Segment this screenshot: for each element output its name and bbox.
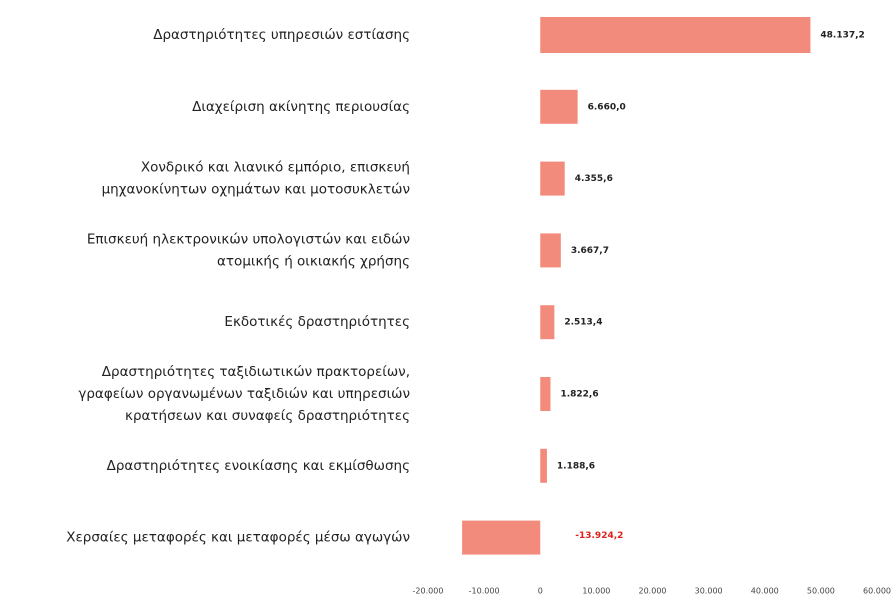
x-tick-label: 50.000 [807, 587, 835, 596]
category-line: Επισκευή ηλεκτρονικών υπολογιστών και ει… [87, 231, 410, 247]
value-label: 1.822,6 [560, 390, 598, 400]
category-label: Δραστηριότητες ταξιδιωτικών πρακτορείων,… [78, 364, 410, 424]
x-tick-label: 10.000 [582, 587, 610, 596]
category-line: ατομικής ή οικιακής χρήσης [217, 253, 410, 269]
category-label: Χονδρικό και λιανικό εμπόριο, επισκευή μη… [102, 160, 410, 198]
bar [540, 17, 811, 53]
bar [540, 377, 551, 411]
bar [540, 305, 555, 340]
category-label: Διαχείριση ακίνητης περιουσίας [192, 99, 410, 115]
x-tick-label: 30.000 [695, 587, 723, 596]
category-label: Χερσαίες μεταφορές και μεταφορές μέσω αγ… [66, 530, 410, 546]
value-label: 4.355,6 [575, 174, 613, 184]
category-line: Δραστηριότητες υπηρεσιών εστίασης [153, 27, 410, 43]
category-label: Επισκευή ηλεκτρονικών υπολογιστών και ει… [87, 231, 410, 269]
category-line: μηχανοκίνητων οχημάτων και μοτοσυκλετών [102, 182, 410, 198]
x-tick-label: 20.000 [639, 587, 667, 596]
category-label: Δραστηριότητες ενοικίασης και εκμίσθωσης [107, 458, 410, 474]
category-label: Δραστηριότητες υπηρεσιών εστίασης [153, 27, 410, 43]
category-line: Χονδρικό και λιανικό εμπόριο, επισκευή [141, 160, 410, 176]
category-line: Δραστηριότητες ενοικίασης και εκμίσθωσης [107, 458, 410, 474]
category-line: κρατήσεων και συναφείς δραστηριότητες [125, 408, 410, 424]
value-label: 2.513,4 [564, 318, 602, 328]
bar [540, 233, 561, 268]
category-line: Διαχείριση ακίνητης περιουσίας [192, 99, 410, 115]
x-tick-label: 0 [538, 587, 543, 596]
category-line: Δραστηριότητες ταξιδιωτικών πρακτορείων, [102, 364, 410, 380]
bar [540, 161, 565, 196]
x-tick-label: 40.000 [751, 587, 779, 596]
value-label: 48.137,2 [820, 31, 864, 41]
category-label: Εκδοτικές δραστηριότητες [224, 314, 410, 330]
value-label: -13.924,2 [575, 531, 623, 541]
x-tick-label: -10.000 [469, 587, 500, 596]
bar [540, 89, 578, 124]
x-tick-label: -20.000 [413, 587, 444, 596]
category-line: γραφείων οργανωμένων ταξιδιών και υπηρεσ… [78, 386, 410, 402]
value-label: 1.188,6 [557, 461, 595, 471]
bar [462, 520, 541, 555]
x-tick-label: 60.000 [863, 587, 891, 596]
value-label: 6.660,0 [588, 102, 626, 112]
category-line: Χερσαίες μεταφορές και μεταφορές μέσω αγ… [66, 530, 410, 546]
value-label: 3.667,7 [571, 246, 609, 256]
category-line: Εκδοτικές δραστηριότητες [224, 314, 410, 330]
bar [540, 448, 547, 483]
